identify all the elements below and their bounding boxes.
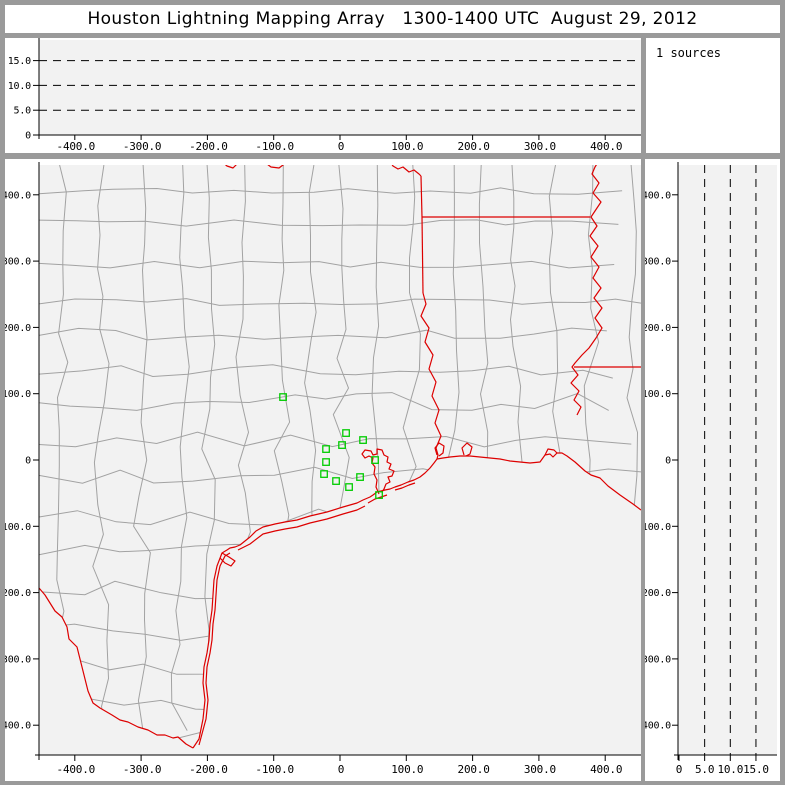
altitude-ns-plot-area[interactable] [678,165,777,755]
svg-text:-300.0: -300.0 [123,140,162,153]
corpus-christi-bay [219,552,236,567]
svg-text:-100.0: -100.0 [645,522,671,533]
svg-text:200.0: 200.0 [645,323,671,334]
svg-text:200.0: 200.0 [458,140,490,153]
galveston-bay [361,448,395,495]
red-river [224,165,422,177]
altitude-ns-plot[interactable]: 0 5.010.015.0 400.0 300.0 200.0 100.0 0 -100.0 -… [645,159,780,781]
vermilion-bay [544,448,558,456]
svg-text:-400.0: -400.0 [57,140,96,153]
station-markers [279,393,383,499]
altitude-ew-plot[interactable]: 15.0 10.0 5.0 0 -400.0 -300.0 -200.0 -100.0 0 100… [5,38,641,153]
svg-text:-100.0: -100.0 [5,522,31,533]
svg-text:-400.0: -400.0 [645,721,671,732]
source-count-label: 1 sources [656,46,722,60]
svg-text:400.0: 400.0 [5,190,31,201]
calcasieu-lake [461,442,473,457]
svg-text:0: 0 [676,763,682,776]
map-ticks: -400.0 -300.0 -200.0 -100.0 0 100.0 200.0 300.0… [5,190,622,776]
altitude-ew-plot-area[interactable] [39,40,641,135]
svg-text:5.0: 5.0 [14,106,32,117]
svg-text:200.0: 200.0 [458,763,490,776]
svg-text:-400.0: -400.0 [5,721,31,732]
svg-text:-200.0: -200.0 [5,588,31,599]
svg-text:0: 0 [338,140,344,153]
svg-text:-300.0: -300.0 [5,654,31,665]
svg-text:200.0: 200.0 [5,323,31,334]
matagorda-barrier [237,505,366,551]
svg-text:100.0: 100.0 [391,140,423,153]
altitude-ns-gridlines [704,165,757,755]
svg-text:0: 0 [338,763,344,776]
svg-text:-400.0: -400.0 [57,763,96,776]
altitude-ns-panel: 0 5.010.015.0 400.0 300.0 200.0 100.0 0 -100.0 -… [645,159,780,781]
svg-text:-200.0: -200.0 [189,763,228,776]
svg-text:-100.0: -100.0 [255,763,294,776]
svg-text:300.0: 300.0 [5,257,31,268]
title-bar: Houston Lightning Mapping Array 1300-140… [5,5,780,33]
state-borders-and-coast [39,165,641,749]
svg-text:5.0: 5.0 [695,763,714,776]
rio-grande [39,587,194,749]
svg-text:15.0: 15.0 [8,56,31,67]
padre-island-barrier [198,552,231,746]
svg-text:100.0: 100.0 [391,763,423,776]
svg-text:100.0: 100.0 [645,389,671,400]
altitude-ew-ticks: 15.0 10.0 5.0 0 -400.0 -300.0 -200.0 -100.0 0 100… [8,56,623,153]
texas-arkansas-border [420,175,423,218]
svg-text:-200.0: -200.0 [189,140,228,153]
plan-view-map-plot[interactable]: -400.0 -300.0 -200.0 -100.0 0 100.0 200.0 300.0… [5,159,641,781]
page-title: Houston Lightning Mapping Array 1300-140… [87,9,698,29]
altitude-ns-ticks: 0 5.010.015.0 400.0 300.0 200.0 100.0 0 -100.0 -… [645,190,769,776]
svg-text:0: 0 [25,131,31,142]
plan-view-map-panel: -400.0 -300.0 -200.0 -100.0 0 100.0 200.0 300.0… [5,159,641,781]
svg-text:100.0: 100.0 [5,389,31,400]
svg-text:300.0: 300.0 [645,257,671,268]
svg-text:0: 0 [25,456,31,467]
svg-text:-200.0: -200.0 [645,588,671,599]
source-count-box: 1 sources [646,38,780,153]
sabine-lake [434,442,445,457]
bolivar-peninsula [394,482,416,491]
svg-text:10.0: 10.0 [8,81,31,92]
gulf-coastline [192,452,641,749]
svg-text:0: 0 [665,456,671,467]
svg-text:300.0: 300.0 [524,140,556,153]
svg-text:-300.0: -300.0 [645,654,671,665]
svg-text:400.0: 400.0 [590,140,622,153]
svg-text:-300.0: -300.0 [123,763,162,776]
svg-text:300.0: 300.0 [524,763,556,776]
altitude-gridlines [39,60,641,111]
svg-text:-100.0: -100.0 [255,140,294,153]
svg-text:400.0: 400.0 [645,190,671,201]
svg-text:400.0: 400.0 [590,763,622,776]
svg-text:10.0: 10.0 [717,763,743,776]
svg-text:15.0: 15.0 [743,763,769,776]
mississippi-river [570,165,603,416]
texas-louisiana-border [421,216,424,294]
altitude-ew-panel: 15.0 10.0 5.0 0 -400.0 -300.0 -200.0 -100.0 0 100… [5,38,641,153]
